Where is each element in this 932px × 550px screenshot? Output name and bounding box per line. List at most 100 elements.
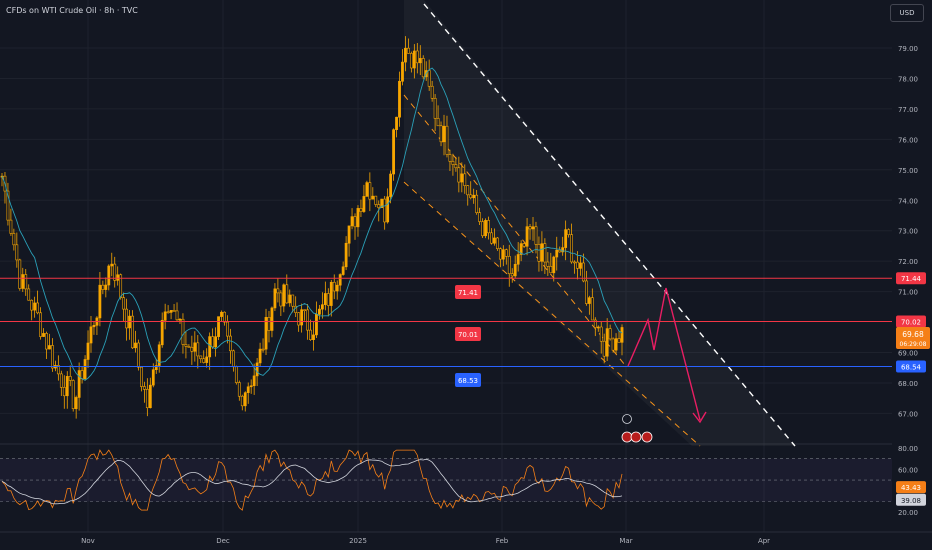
candle-body <box>329 281 333 306</box>
candle-body <box>39 312 42 337</box>
candle-body <box>12 233 16 246</box>
candle-body <box>599 326 603 342</box>
candle-body <box>561 247 565 253</box>
candle-body <box>549 266 553 274</box>
candle-body <box>463 173 467 186</box>
candle-body <box>243 392 247 407</box>
candle-body <box>596 326 600 329</box>
candle-body <box>484 220 487 237</box>
candle-body <box>323 293 327 305</box>
candle-body <box>543 243 547 263</box>
time-tick-label: Feb <box>496 537 509 545</box>
candle-body <box>252 375 256 387</box>
candle-body <box>611 338 615 351</box>
candle-body <box>564 229 568 248</box>
candle-body <box>377 204 381 208</box>
candle-body <box>104 284 108 290</box>
candle-body <box>528 226 532 230</box>
price-axis-badge-label: 70.02 <box>901 318 921 326</box>
candle-body <box>223 311 226 323</box>
candle-body <box>172 310 176 312</box>
candle-body <box>365 182 369 197</box>
rsi-tick-label: 20.00 <box>898 509 918 517</box>
candle-body <box>380 198 384 208</box>
candle-body <box>404 47 407 63</box>
candle-body <box>36 302 39 314</box>
candle-body <box>80 370 84 379</box>
candle-body <box>187 346 191 348</box>
rsi-ma-badge <box>896 493 926 506</box>
candle-body <box>288 294 292 304</box>
candle-body <box>151 369 155 386</box>
candle-body <box>24 274 28 290</box>
candle-body <box>264 317 268 350</box>
level-badge <box>455 327 481 341</box>
level-badge-label: 70.01 <box>458 331 478 339</box>
candle-body <box>119 274 123 298</box>
candle-body <box>231 350 235 368</box>
candle-body <box>157 344 161 366</box>
candle-body <box>439 125 443 143</box>
candle-body <box>113 263 117 281</box>
time-axis: Nov Dec 2025 Feb Mar Apr <box>0 531 932 545</box>
candle-body <box>555 249 559 258</box>
candle-body <box>234 366 238 383</box>
candle-body <box>92 325 96 328</box>
candle-body <box>617 338 621 343</box>
candle-body <box>537 244 541 262</box>
candle-body <box>516 254 520 265</box>
candle-body <box>261 348 265 351</box>
candle-body <box>59 373 63 388</box>
candle-body <box>522 243 526 247</box>
candle-body <box>169 310 173 313</box>
candle-body <box>125 308 128 329</box>
candle-body <box>142 386 146 390</box>
horizontal-levels: 71.41 70.01 68.53 <box>0 277 892 387</box>
level-badge-label: 68.53 <box>458 377 478 385</box>
candle-body <box>217 316 220 337</box>
candle-body <box>229 335 232 352</box>
candle-body <box>68 376 72 381</box>
candle-body <box>326 293 330 306</box>
candles <box>0 36 624 419</box>
rsi-value-badge <box>896 481 926 494</box>
candle-body <box>540 243 544 262</box>
candle-body <box>421 58 425 78</box>
last-price-value: 69.68 <box>902 330 924 339</box>
candle-body <box>74 397 78 409</box>
rsi-tick-label: 80.00 <box>898 445 918 453</box>
candle-body <box>211 336 215 348</box>
candle-body <box>350 216 354 227</box>
rsi-ma-line <box>1 458 623 505</box>
lightning-icon <box>622 414 632 424</box>
level-badge <box>455 373 481 387</box>
candle-body <box>196 342 200 357</box>
candle-body <box>33 302 37 311</box>
candle-body <box>430 85 434 99</box>
time-tick-label: Nov <box>81 537 95 545</box>
price-tick-label: 68.00 <box>898 380 918 388</box>
price-axis-badge-label: 68.54 <box>901 364 922 372</box>
price-tick-label: 79.00 <box>898 45 918 53</box>
chart-title: CFDs on WTI Crude Oil · 8h · TVC <box>6 6 138 15</box>
candle-body <box>137 342 140 368</box>
candle-body <box>190 346 194 352</box>
currency-button[interactable]: USD <box>890 4 924 22</box>
level-badge <box>455 285 481 299</box>
candle-body <box>154 365 158 370</box>
price-tick-label: 76.00 <box>898 136 918 144</box>
candle-body <box>608 328 612 340</box>
level-badge-label: 71.41 <box>458 289 478 297</box>
candle-body <box>415 50 419 64</box>
candle-body <box>27 288 31 301</box>
candle-body <box>341 266 345 275</box>
candle-body <box>448 154 452 162</box>
flag-icon <box>621 431 633 443</box>
event-icons <box>621 414 653 443</box>
last-price-countdown: 06:29:08 <box>900 341 927 348</box>
candle-body <box>166 311 170 314</box>
candle-body <box>481 221 484 237</box>
candle-body <box>374 195 378 205</box>
